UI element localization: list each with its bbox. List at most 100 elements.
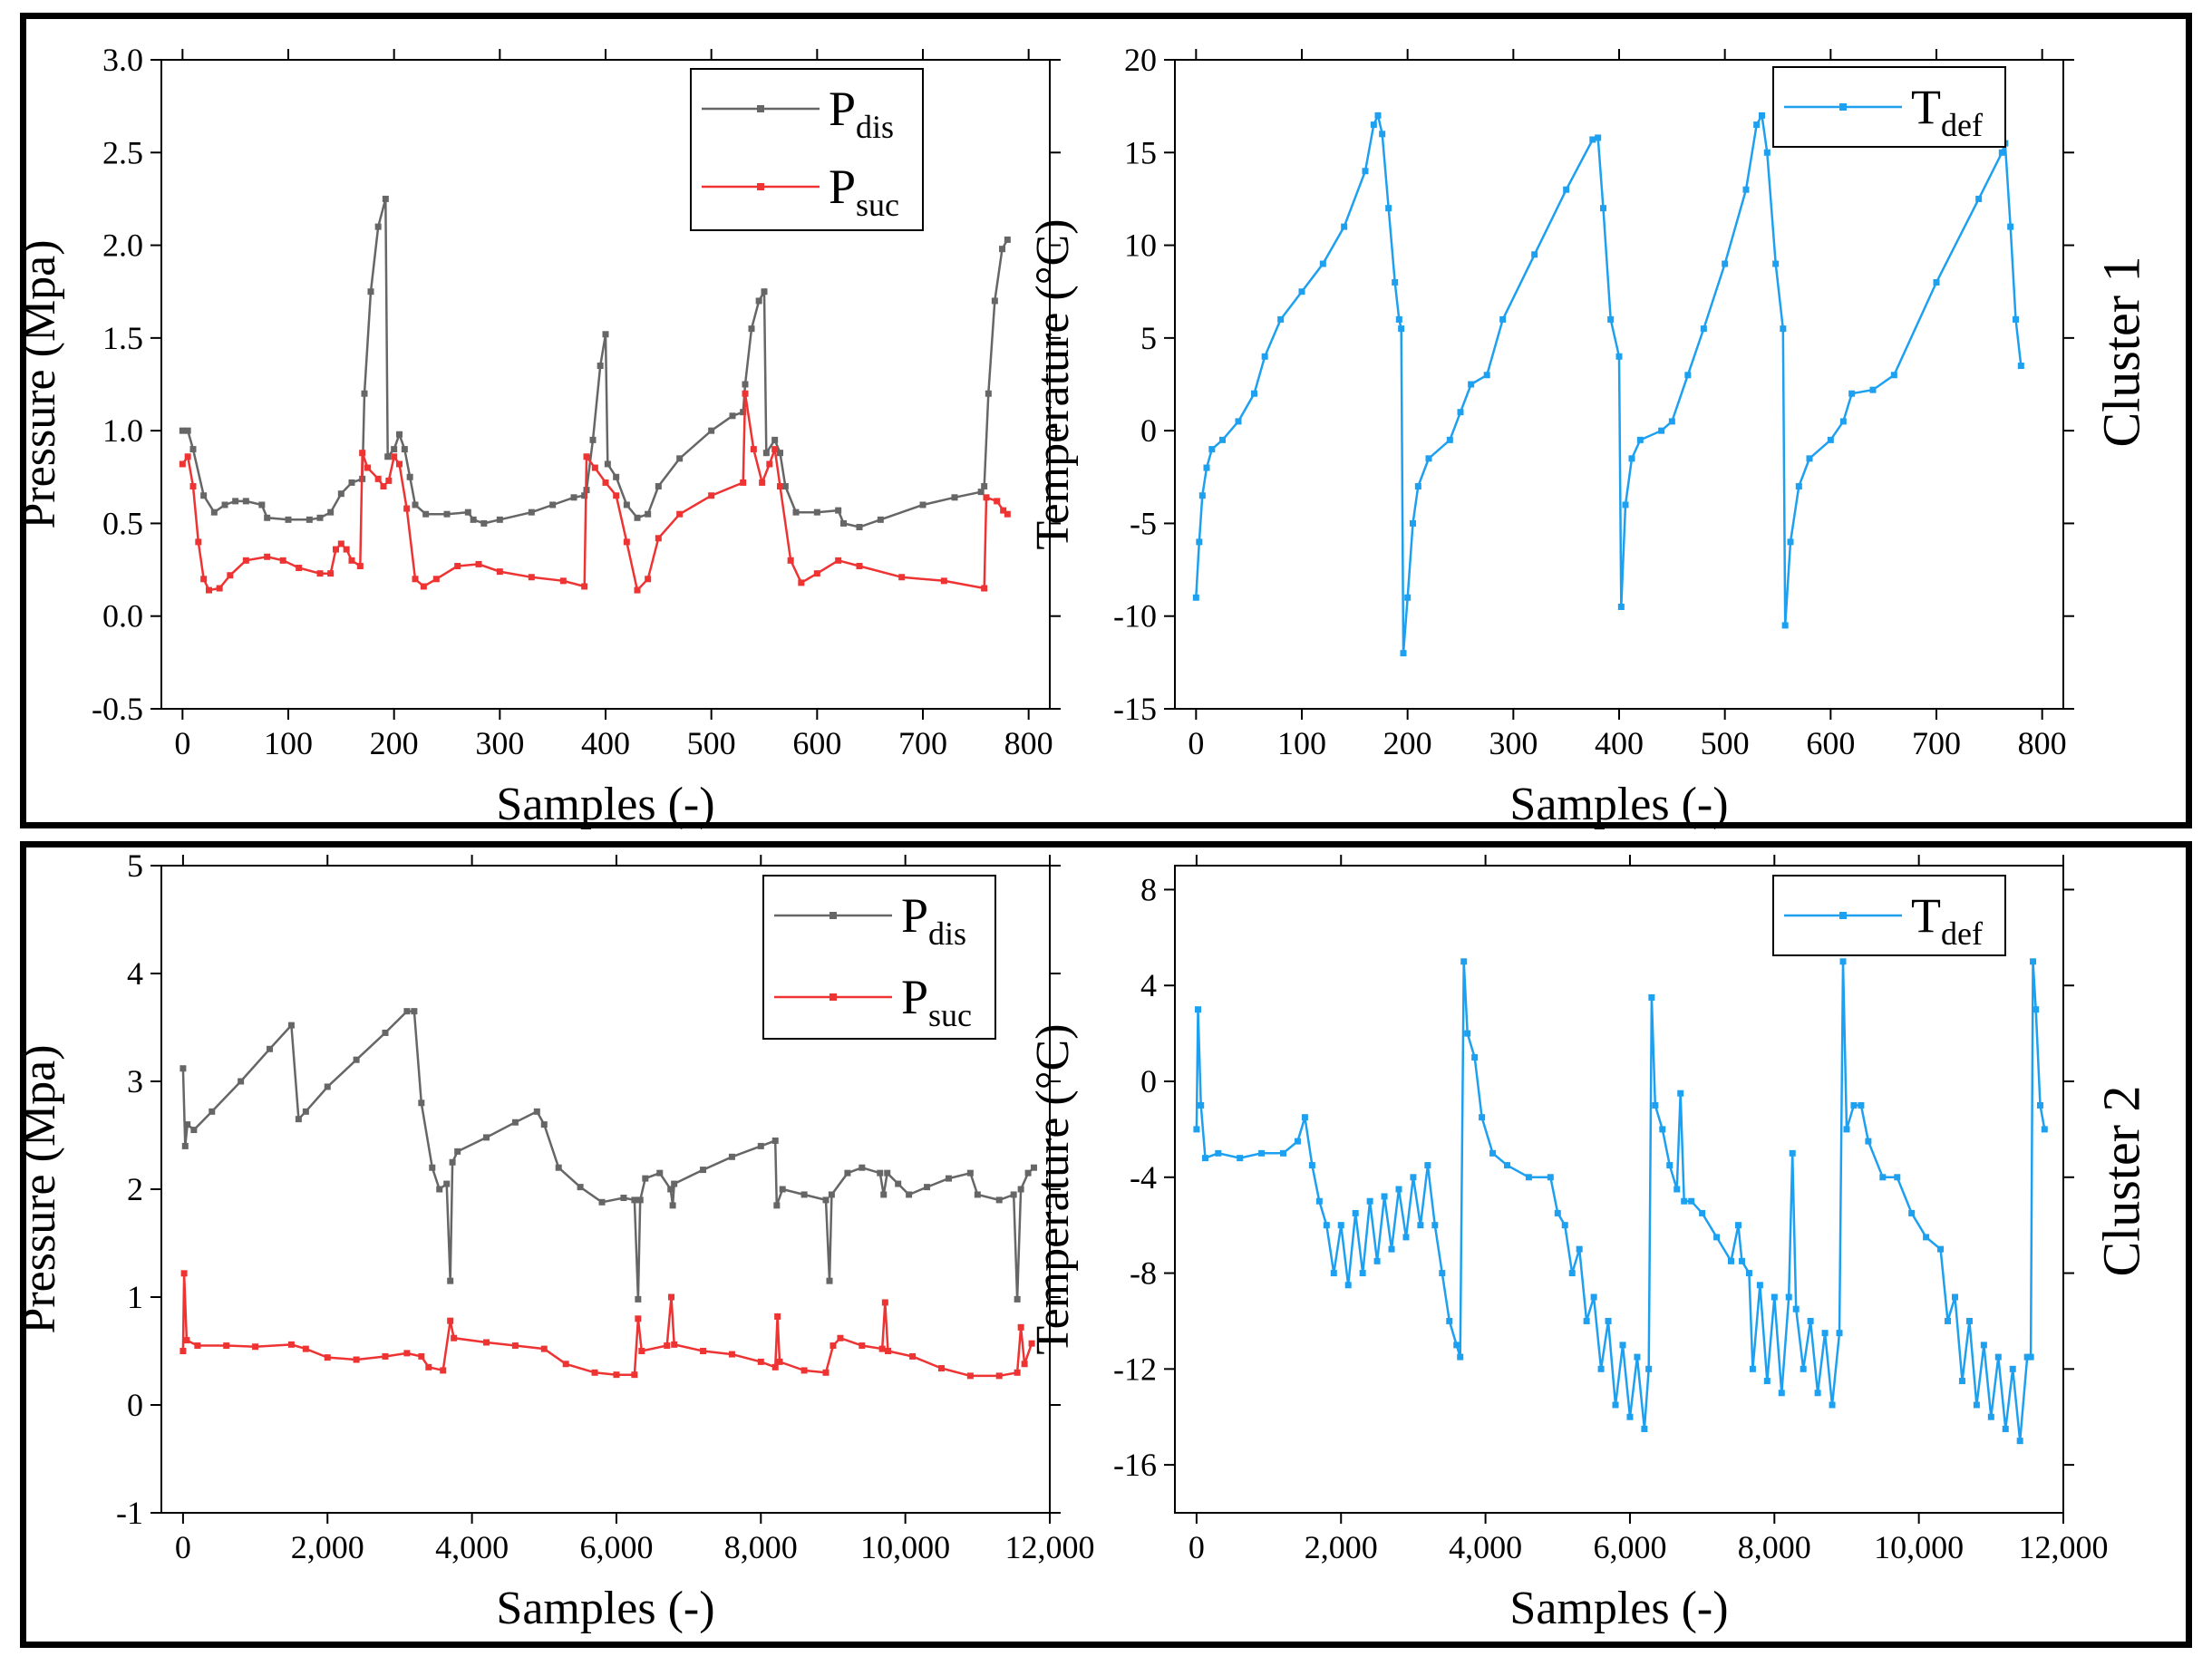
data-point <box>1439 1270 1446 1277</box>
data-point <box>194 1342 201 1350</box>
x-tick-label: 300 <box>475 725 524 761</box>
data-point <box>1425 455 1432 462</box>
data-point <box>1595 134 1602 141</box>
data-point <box>483 1134 490 1141</box>
data-point <box>1258 1149 1266 1157</box>
data-point <box>1395 315 1402 323</box>
data-point <box>645 510 652 518</box>
y-tick-label: 15 <box>1124 134 1157 170</box>
data-point <box>264 553 271 560</box>
data-point <box>774 1312 781 1320</box>
data-point <box>1622 501 1629 509</box>
data-point <box>422 510 430 518</box>
legend-entry: Tdef <box>1911 80 1983 143</box>
data-point <box>391 453 398 460</box>
data-point <box>562 1361 569 1368</box>
data-point <box>1198 1101 1205 1109</box>
data-point <box>844 1169 851 1177</box>
data-point <box>1424 1162 1431 1169</box>
series-tdef <box>1192 111 2024 657</box>
data-point <box>1659 1126 1666 1133</box>
data-point <box>1021 1361 1028 1368</box>
data-point <box>856 524 863 531</box>
data-point <box>1194 1006 1201 1013</box>
data-point <box>1749 1365 1756 1372</box>
data-point <box>740 409 747 416</box>
data-point <box>881 1299 888 1306</box>
data-point <box>623 501 630 509</box>
data-point <box>1453 1342 1460 1349</box>
data-point <box>729 412 736 420</box>
data-point <box>655 483 662 490</box>
data-point <box>1341 223 1348 230</box>
data-point <box>2030 958 2037 965</box>
x-tick-label: 800 <box>2018 725 2067 761</box>
data-point <box>189 483 197 490</box>
data-point <box>985 390 992 397</box>
x-axis-label: Samples (-) <box>1509 1583 1728 1634</box>
y-tick-label: -12 <box>1113 1351 1157 1387</box>
legend-box <box>762 875 996 1040</box>
data-point <box>602 479 609 486</box>
x-tick-label: 0 <box>1188 725 1204 761</box>
data-point <box>885 1348 892 1354</box>
data-point <box>324 1354 331 1361</box>
x-tick-label: 8,000 <box>1738 1529 1811 1565</box>
data-point <box>540 1121 548 1128</box>
data-point <box>1460 958 1468 965</box>
data-point <box>776 1358 783 1365</box>
data-point <box>511 1119 519 1126</box>
data-point <box>676 455 684 462</box>
data-point <box>880 1191 888 1198</box>
data-point <box>1489 1149 1497 1157</box>
data-point <box>425 1363 432 1371</box>
data-point <box>642 1175 649 1182</box>
y-tick-label: 10 <box>1124 228 1157 264</box>
y-tick-label: -16 <box>1113 1447 1157 1483</box>
data-point <box>258 501 266 509</box>
y-tick-label: -4 <box>1130 1159 1157 1196</box>
y-tick-label: -8 <box>1130 1255 1157 1292</box>
data-point <box>742 390 749 397</box>
data-point <box>700 1348 707 1354</box>
data-point <box>1908 1209 1916 1216</box>
data-point <box>1400 650 1407 657</box>
data-point <box>878 1345 886 1352</box>
y-tick-label: 0.0 <box>102 598 143 634</box>
data-point <box>223 1342 230 1350</box>
data-point <box>384 453 392 460</box>
data-point <box>1787 538 1794 546</box>
c2-temp-chart: 0 2,000 4,000 6,000 8,000 10,000 12,000 -16 -12 -… <box>1027 855 2109 1634</box>
data-point <box>761 288 768 295</box>
data-point <box>1937 1245 1945 1253</box>
data-point <box>2009 1365 2016 1372</box>
data-point <box>1219 436 1226 443</box>
data-point <box>1700 325 1707 333</box>
data-point <box>1879 1174 1887 1181</box>
data-point <box>634 514 641 521</box>
data-point <box>353 1056 360 1063</box>
legend-swatch-marker <box>830 993 837 1001</box>
data-point <box>1677 1090 1684 1097</box>
data-point <box>1951 1293 1958 1301</box>
x-tick-label: 8,000 <box>724 1529 798 1565</box>
cluster-1-frame <box>20 13 2192 828</box>
data-point <box>581 583 588 590</box>
legend-swatch-marker <box>1839 912 1847 919</box>
data-point <box>1619 1342 1626 1349</box>
data-point <box>757 1142 764 1149</box>
data-point <box>1359 1270 1366 1277</box>
data-point <box>1563 186 1570 193</box>
data-point <box>221 501 228 509</box>
data-point <box>635 1315 642 1322</box>
data-point <box>287 1022 295 1029</box>
data-point <box>285 516 292 523</box>
data-point <box>951 494 958 501</box>
data-point <box>613 1371 620 1379</box>
legend-swatch-marker <box>830 912 837 919</box>
data-point <box>635 1295 642 1303</box>
data-point <box>364 464 371 471</box>
data-point <box>1590 1293 1597 1301</box>
data-point <box>1958 1378 1965 1385</box>
data-point <box>1215 1149 1222 1157</box>
